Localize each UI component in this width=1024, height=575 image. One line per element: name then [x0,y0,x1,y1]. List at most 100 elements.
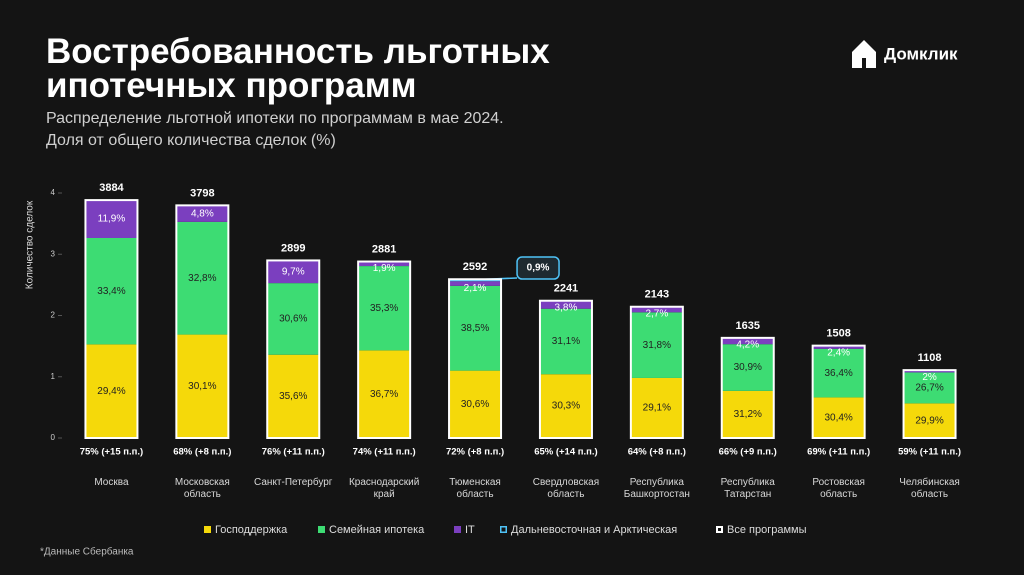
bar-segment [721,337,774,345]
legend-swatch [454,526,461,533]
bar-segment [812,345,865,349]
bar-segment [539,300,592,309]
value-label: 31,1% [552,336,580,347]
value-label: 2,1% [464,283,487,294]
legend-label: Дальневосточная и Арктическая [511,524,677,536]
legend-label: Семейная ипотека [329,524,425,536]
bar-segment [85,200,138,239]
y-axis-title: Количество сделок [25,200,36,289]
value-label: 30,4% [824,412,852,423]
bar-segment [358,261,411,267]
bar-segment [176,205,229,222]
total-label: 1108 [918,352,942,364]
bar-segment [85,238,138,345]
y-tick-label: 4 [51,188,56,197]
bar-segment [85,344,138,438]
legend-label: Господдержка [215,524,288,536]
bar-segment [630,377,683,438]
x-tick-label: Свердловская область [532,477,600,500]
value-label: 4,8% [191,208,214,219]
value-label: 29,1% [643,403,671,414]
legend-swatch [318,526,325,533]
share-label: 59% (+11 п.п.) [898,447,961,458]
bar-segment [812,348,865,398]
legend-swatch [204,526,211,533]
bar-segment [903,372,956,404]
x-tick-label: Москва [94,477,129,488]
value-label: 2,7% [645,308,668,319]
bar-total-outline [175,204,230,439]
legend-label: Все программы [727,524,807,536]
share-label: 66% (+9 п.п.) [719,447,777,458]
bar-segment [721,344,774,391]
bar-segment [267,260,320,284]
bar-total-outline [811,344,866,440]
y-tick-label: 3 [51,249,56,258]
bar-segment [812,397,865,438]
value-label: 2% [922,372,937,383]
total-label: 1635 [736,320,760,332]
bar-total-outline [720,336,775,440]
share-label: 75% (+15 п.п.) [80,447,144,458]
value-label: 1,9% [373,263,396,274]
brand: Домклик [884,44,958,63]
share-label: 74% (+11 п.п.) [353,447,416,458]
bar-segment [539,374,592,438]
chart-title: Востребованность льготных [46,32,550,71]
x-tick-label: Тюменская область [449,477,501,500]
bar-segment [176,221,229,335]
bar-segment [358,350,411,438]
bar-segment [358,266,411,351]
value-label: 33,4% [97,286,125,297]
x-tick-label: Краснодарский край [348,477,420,500]
x-tick-label: Республика Башкортостан [623,477,690,500]
x-tick-label: Челябинская область [899,477,960,500]
total-label: 2899 [281,242,305,254]
bar-total-outline [448,278,503,439]
logo-icon [852,40,876,68]
value-label: 31,2% [734,409,762,420]
total-label: 1508 [826,328,850,340]
value-label: 32,8% [188,273,216,284]
value-label: 29,4% [97,386,125,397]
bar-total-outline [629,305,684,439]
bar-segment [630,306,683,313]
chart-subtitle: Доля от общего количества сделок (%) [46,132,336,149]
value-label: 31,8% [643,340,671,351]
footnote: *Данные Сбербанка [40,546,134,558]
value-label: 2,4% [827,347,850,358]
share-label: 64% (+8 п.п.) [628,447,686,458]
bar-total-outline [357,260,412,439]
bar-total-outline [538,299,593,439]
value-label: 30,6% [461,399,489,410]
value-label: 4,2% [736,339,759,350]
brand-logo [852,40,876,68]
y-tick-label: 2 [51,311,56,320]
value-label: 35,3% [370,303,398,314]
y-tick-label: 1 [51,372,56,381]
chart-title: ипотечных программ [46,66,417,105]
bar-total-outline [84,199,139,439]
x-tick-label: Республика Татарстан [720,477,775,500]
value-label: 36,7% [370,389,398,400]
value-label: 3,8% [555,302,578,313]
value-label: 30,1% [188,381,216,392]
chart-subtitle: Распределение льготной ипотеки по програ… [46,110,504,127]
value-label: 30,6% [279,314,307,325]
value-label: 30,9% [734,362,762,373]
x-tick-label: Московская область [174,477,230,500]
bar-segment [176,334,229,438]
value-label: 26,7% [915,383,943,394]
bar-segment [903,403,956,438]
bar-segment [449,370,502,438]
share-label: 69% (+11 п.п.) [807,447,870,458]
x-tick-label: Санкт-Петербург [254,477,333,488]
bar-total-outline [902,369,957,440]
bar-segment [539,308,592,375]
value-label: 0,9% [527,263,550,274]
legend-swatch-inner [718,528,721,531]
value-label: 9,7% [282,266,305,277]
bar-segment [267,354,320,438]
share-label: 65% (+14 п.п.) [534,447,598,458]
